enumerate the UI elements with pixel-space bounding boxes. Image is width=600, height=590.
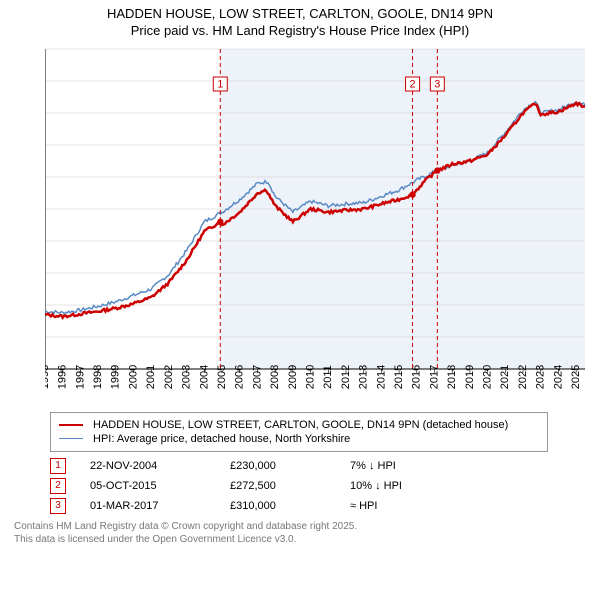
row-price: £230,000 [230,460,350,472]
svg-text:2: 2 [409,78,415,90]
footer-line-2: This data is licensed under the Open Gov… [14,533,588,546]
row-price: £272,500 [230,480,350,492]
svg-text:1996: 1996 [57,365,69,389]
legend: HADDEN HOUSE, LOW STREET, CARLTON, GOOLE… [50,412,548,452]
legend-label: HPI: Average price, detached house, Nort… [93,433,350,445]
svg-text:2016: 2016 [411,365,423,389]
svg-text:3: 3 [434,78,440,90]
svg-text:1997: 1997 [74,365,86,389]
svg-text:1995: 1995 [45,365,51,389]
table-row: 2 05-OCT-2015 £272,500 10% ↓ HPI [50,478,588,494]
svg-text:2012: 2012 [340,365,352,389]
svg-text:1: 1 [217,78,223,90]
svg-text:2025: 2025 [570,365,582,389]
svg-text:2006: 2006 [234,365,246,389]
footer-line-1: Contains HM Land Registry data © Crown c… [14,520,588,533]
svg-text:2019: 2019 [464,365,476,389]
row-note: 10% ↓ HPI [350,480,470,492]
title-block: HADDEN HOUSE, LOW STREET, CARLTON, GOOLE… [0,0,600,44]
svg-text:2022: 2022 [517,365,529,389]
row-date: 22-NOV-2004 [90,460,230,472]
legend-swatch-blue [59,438,83,439]
title-line-2: Price paid vs. HM Land Registry's House … [0,23,600,40]
svg-text:2005: 2005 [216,365,228,389]
svg-text:2017: 2017 [428,365,440,389]
chart-container: HADDEN HOUSE, LOW STREET, CARLTON, GOOLE… [0,0,600,546]
title-line-1: HADDEN HOUSE, LOW STREET, CARLTON, GOOLE… [0,6,600,23]
svg-text:2013: 2013 [358,365,370,389]
table-row: 3 01-MAR-2017 £310,000 ≈ HPI [50,498,588,514]
svg-text:2023: 2023 [535,365,547,389]
svg-text:2021: 2021 [499,365,511,389]
row-marker-icon: 3 [50,498,66,514]
row-note: 7% ↓ HPI [350,460,470,472]
svg-text:1998: 1998 [92,365,104,389]
chart-svg: £0£50K£100K£150K£200K£250K£300K£350K£400… [45,44,600,404]
table-row: 1 22-NOV-2004 £230,000 7% ↓ HPI [50,458,588,474]
row-date: 01-MAR-2017 [90,500,230,512]
legend-swatch-red [59,424,83,426]
svg-text:2008: 2008 [269,365,281,389]
svg-text:2024: 2024 [552,365,564,389]
svg-text:2020: 2020 [482,365,494,389]
row-marker-icon: 1 [50,458,66,474]
svg-text:2002: 2002 [163,365,175,389]
footer: Contains HM Land Registry data © Crown c… [14,520,588,546]
legend-label: HADDEN HOUSE, LOW STREET, CARLTON, GOOLE… [93,419,508,431]
row-note: ≈ HPI [350,500,470,512]
svg-text:2007: 2007 [251,365,263,389]
svg-text:2004: 2004 [198,365,210,389]
svg-text:2000: 2000 [127,365,139,389]
legend-row: HADDEN HOUSE, LOW STREET, CARLTON, GOOLE… [59,419,539,431]
row-marker-icon: 2 [50,478,66,494]
legend-row: HPI: Average price, detached house, Nort… [59,433,539,445]
svg-text:2015: 2015 [393,365,405,389]
svg-text:2009: 2009 [287,365,299,389]
chart-area: £0£50K£100K£150K£200K£250K£300K£350K£400… [45,44,600,404]
svg-text:2003: 2003 [181,365,193,389]
transactions-table: 1 22-NOV-2004 £230,000 7% ↓ HPI 2 05-OCT… [50,458,588,514]
svg-text:2014: 2014 [375,365,387,389]
svg-text:2010: 2010 [304,365,316,389]
svg-text:2001: 2001 [145,365,157,389]
row-price: £310,000 [230,500,350,512]
svg-text:2018: 2018 [446,365,458,389]
svg-text:1999: 1999 [110,365,122,389]
row-date: 05-OCT-2015 [90,480,230,492]
